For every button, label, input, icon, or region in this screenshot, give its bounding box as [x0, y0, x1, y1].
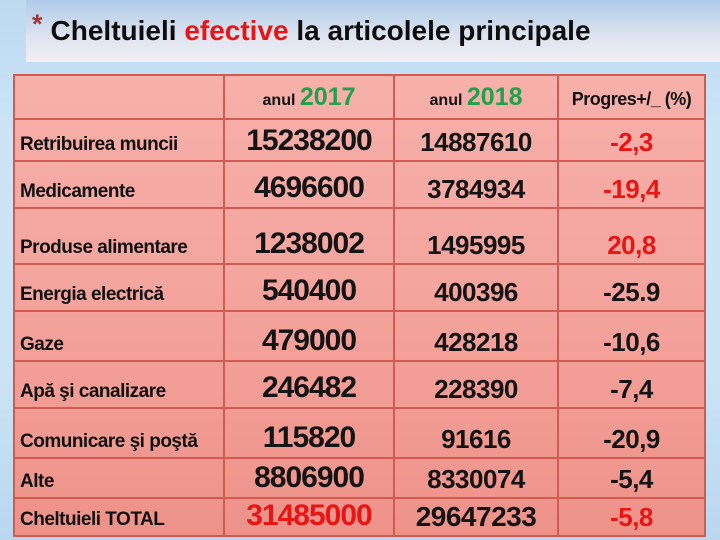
value-2018: 400396 — [393, 263, 559, 312]
row-label: Energia electrică — [13, 263, 225, 312]
progress-value: -19,4 — [557, 160, 706, 209]
value-2017: 1238002 — [223, 207, 395, 265]
table-row: Alte 8806900 8330074 -5,4 — [13, 457, 706, 499]
value-2018: 8330074 — [393, 457, 559, 499]
table-row: Comunicare şi poştă 115820 91616 -20,9 — [13, 407, 706, 459]
header-progress: Progres+/_ (%) — [557, 74, 706, 120]
value-2018: 1495995 — [393, 207, 559, 265]
header-year-2017: anul 2017 — [223, 74, 395, 120]
title-part-1: Cheltuieli — [50, 15, 185, 46]
table-row: Retribuirea muncii 15238200 14887610 -2,… — [13, 118, 706, 162]
title-bullet-asterisk: * — [32, 8, 43, 39]
value-2018: 428218 — [393, 310, 559, 362]
progress-value: -20,9 — [557, 407, 706, 459]
page-title: Cheltuieli efective la articolele princi… — [51, 15, 591, 47]
row-label: Alte — [13, 457, 225, 499]
table-row: Produse alimentare 1238002 1495995 20,8 — [13, 207, 706, 265]
value-2017: 115820 — [223, 407, 395, 459]
progress-value: -10,6 — [557, 310, 706, 362]
table-row: Medicamente 4696600 3784934 -19,4 — [13, 160, 706, 209]
row-label: Medicamente — [13, 160, 225, 209]
row-label: Comunicare şi poştă — [13, 407, 225, 459]
table-row: Gaze 479000 428218 -10,6 — [13, 310, 706, 362]
year-2017-label: 2017 — [299, 83, 356, 111]
value-2017: 8806900 — [223, 457, 395, 499]
value-2017: 31485000 — [223, 497, 395, 537]
value-2017: 15238200 — [223, 118, 395, 162]
table-row-total: Cheltuieli TOTAL 31485000 29647233 -5,8 — [13, 497, 706, 537]
value-2017: 479000 — [223, 310, 395, 362]
row-label: Retribuirea muncii — [13, 118, 225, 162]
row-label: Cheltuieli TOTAL — [13, 497, 225, 537]
value-2018: 228390 — [393, 360, 559, 409]
progress-value: 20,8 — [557, 207, 706, 265]
year-prefix-label: anul — [262, 92, 296, 109]
value-2018: 14887610 — [393, 118, 559, 162]
title-part-2: la articolele principale — [288, 15, 591, 46]
progress-value: -2,3 — [557, 118, 706, 162]
progress-value: -5,8 — [557, 497, 706, 537]
value-2017: 540400 — [223, 263, 395, 312]
progress-value: -5,4 — [557, 457, 706, 499]
row-label: Gaze — [13, 310, 225, 362]
value-2018: 29647233 — [393, 497, 559, 537]
year-prefix-label: anul — [429, 92, 463, 109]
value-2018: 3784934 — [393, 160, 559, 209]
table-header-row: anul 2017 anul 2018 Progres+/_ (%) — [13, 74, 706, 120]
value-2018: 91616 — [393, 407, 559, 459]
title-highlight: efective — [184, 15, 289, 46]
row-label: Apă şi canalizare — [13, 360, 225, 409]
expenses-table: anul 2017 anul 2018 Progres+/_ (%) Retri… — [13, 74, 706, 537]
value-2017: 4696600 — [223, 160, 395, 209]
row-label: Produse alimentare — [13, 207, 225, 265]
header-year-2018: anul 2018 — [393, 74, 559, 120]
progress-value: -7,4 — [557, 360, 706, 409]
header-empty-cell — [13, 74, 225, 120]
year-2018-label: 2018 — [466, 83, 523, 111]
table-row: Apă şi canalizare 246482 228390 -7,4 — [13, 360, 706, 409]
slide-title-bar: * Cheltuieli efective la articolele prin… — [26, 0, 720, 62]
value-2017: 246482 — [223, 360, 395, 409]
progress-value: -25.9 — [557, 263, 706, 312]
table-row: Energia electrică 540400 400396 -25.9 — [13, 263, 706, 312]
